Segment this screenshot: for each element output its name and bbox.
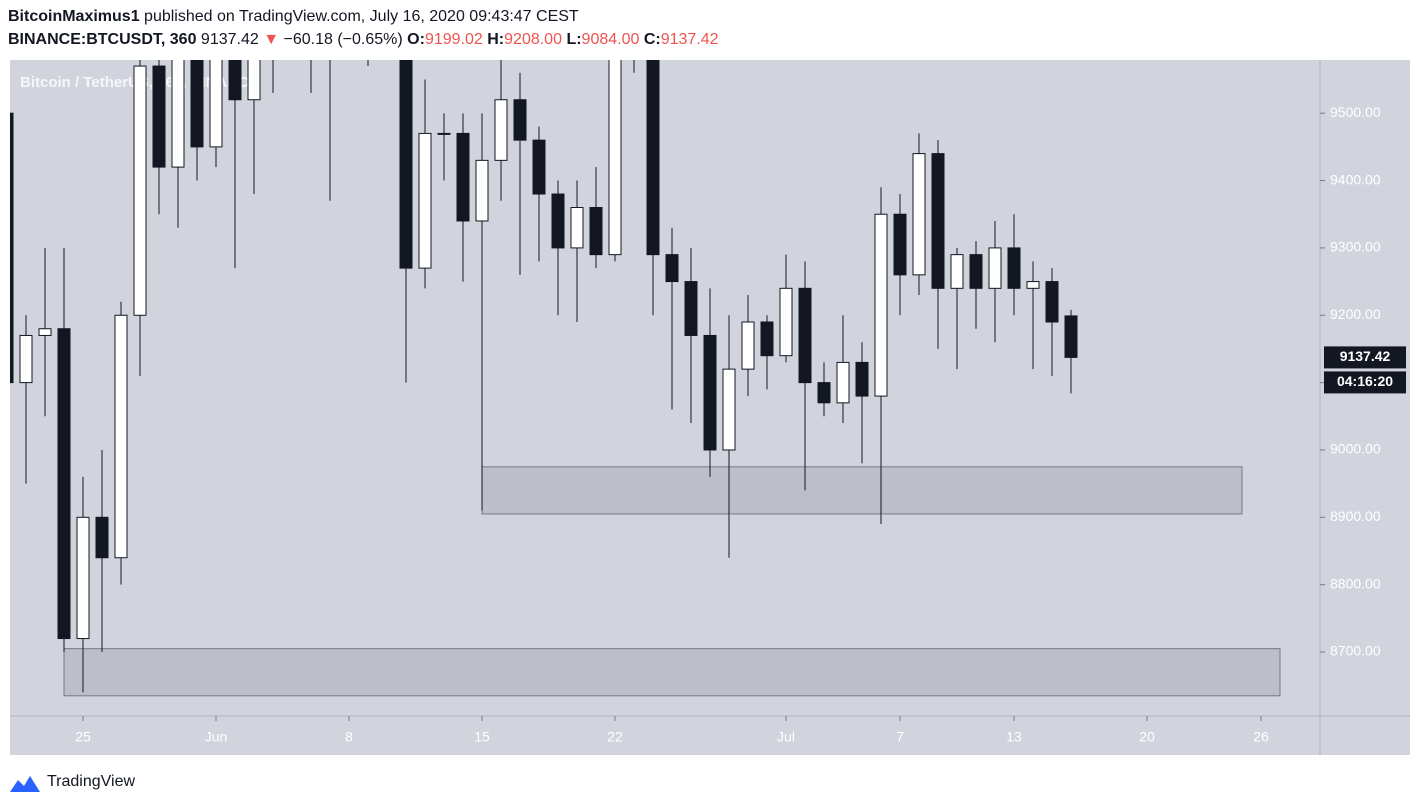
y-tick-label: 9300.00 [1330,239,1381,255]
published: published on TradingView.com, July 16, 2… [144,8,579,25]
candle-body [95,516,109,559]
candle-body [798,287,812,384]
candle-body [665,254,679,283]
candle-body [57,328,71,640]
candle-body [741,321,755,370]
candle-body [171,60,185,168]
y-tick-label: 9200.00 [1330,306,1381,322]
candle-body [608,60,622,256]
y-tick-label: 8900.00 [1330,508,1381,524]
candle-body [133,65,147,316]
candle-body [418,132,432,269]
candle-body [1064,315,1078,358]
candle-body [209,60,223,148]
candle-body [494,99,508,161]
candle-body [437,132,451,135]
candle-body [893,213,907,276]
candle-body [399,60,413,269]
x-tick-label: 13 [1006,729,1022,745]
x-tick-label: 22 [607,729,623,745]
x-tick-label: 7 [896,729,904,745]
countdown: 04:16:20 [1337,373,1393,389]
candle-body [931,153,945,289]
candle-body [836,361,850,404]
candle-body [570,206,584,249]
candle-body [152,65,166,168]
candle-body [551,193,565,249]
candle-body [589,206,603,256]
candle-body [912,153,926,276]
price-label-box [1324,346,1406,369]
ohlc-value: 9137.42 [661,31,719,48]
support-zone [481,466,1243,515]
candle-body [475,159,489,222]
candle-body [646,60,660,256]
candle-body [190,60,204,148]
candle-body [950,254,964,289]
ohlc-key: O: [407,31,425,48]
ohlc-value: 9208.00 [504,31,562,48]
y-tick-label: 8700.00 [1330,643,1381,659]
candle-body [76,516,90,640]
brand-logo: TradingView [10,773,135,792]
x-tick-label: 15 [474,729,490,745]
candle-body [817,382,831,404]
x-tick-label: 8 [345,729,353,745]
candle-body [114,314,128,559]
candle-body [874,213,888,397]
candle-body [760,321,774,357]
ohlc-value: 9199.02 [425,31,483,48]
candle-body [969,254,983,289]
ohlc-value: 9084.00 [582,31,640,48]
down-arrow: ▼ [263,31,279,48]
candle-body [988,247,1002,289]
last-price: 9137.42 [201,31,259,48]
y-tick-label: 9500.00 [1330,104,1381,120]
candle-body [228,60,242,101]
y-tick-label: 8800.00 [1330,575,1381,591]
candle-body [722,368,736,451]
candle-body [1045,281,1059,323]
y-tick-label: 9400.00 [1330,171,1381,187]
symbol: BINANCE:BTCUSDT, 360 [8,31,197,48]
candle-body [19,334,33,384]
candle-body [10,112,14,384]
plot [10,0,1281,697]
price-label: 9137.42 [1340,348,1391,364]
ohlc-key: C: [644,31,661,48]
change: −60.18 (−0.65%) [284,31,403,48]
header-line-2: BINANCE:BTCUSDT, 360 9137.42 ▼ −60.18 (−… [8,31,719,48]
x-tick-label: Jun [205,729,228,745]
candle-body [855,361,869,397]
support-zone [63,648,1281,697]
candle-body [247,60,261,101]
candle-body [456,132,470,222]
x-tick-label: 26 [1253,729,1269,745]
candle-body [1007,247,1021,289]
candle-body [628,0,640,26]
countdown-box [1324,371,1406,394]
candle-body [1026,281,1040,289]
header-line-1: BitcoinMaximus1 published on TradingView… [8,8,579,25]
candle-body [703,334,717,451]
candle-body [38,328,52,336]
candle-body [267,0,279,5]
candle-body [513,99,527,141]
ohlc-key: L: [566,31,581,48]
header-ohlc: O:9199.02 H:9208.00 L:9084.00 C:9137.42 [407,31,719,48]
candle-body [779,287,793,357]
author: BitcoinMaximus1 [8,8,140,25]
x-tick-label: 25 [75,729,91,745]
candle-body [684,281,698,336]
x-tick-label: 20 [1139,729,1155,745]
candle-body [532,139,546,195]
y-tick-label: 9000.00 [1330,441,1381,457]
x-tick-label: Jul [777,729,795,745]
ohlc-key: H: [487,31,504,48]
brand: TradingView [47,773,135,790]
